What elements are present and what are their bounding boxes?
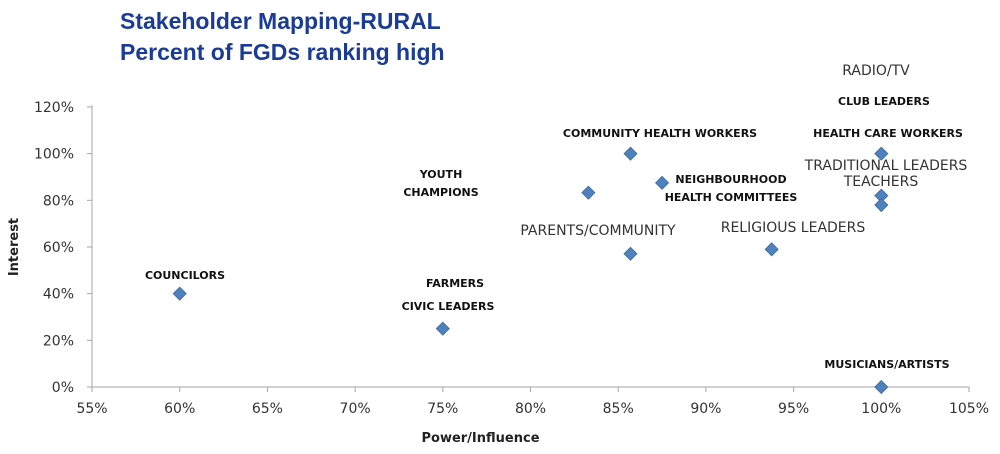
point-annotation: COMMUNITY HEALTH WORKERS	[563, 127, 757, 140]
chart-title: Stakeholder Mapping-RURAL	[120, 8, 441, 34]
y-tick-label: 100%	[34, 147, 74, 163]
x-tick-label: 105%	[949, 401, 989, 417]
x-tick-label: 70%	[340, 401, 371, 417]
y-tick-label: 20%	[43, 333, 74, 349]
x-tick-label: 90%	[690, 401, 721, 417]
y-tick-label: 80%	[43, 193, 74, 209]
x-tick-label: 85%	[603, 401, 634, 417]
y-tick-label: 0%	[52, 380, 74, 396]
point-annotation: HEALTH CARE WORKERS	[813, 127, 963, 140]
x-tick-label: 60%	[164, 401, 195, 417]
x-tick-label: 75%	[427, 401, 458, 417]
point-annotation: CHAMPIONS	[403, 186, 478, 199]
data-point	[874, 379, 889, 395]
x-tick-label: 80%	[515, 401, 546, 417]
point-annotation: COUNCILORS	[145, 269, 225, 282]
point-annotation: TRADITIONAL LEADERS	[804, 158, 968, 174]
chart-subtitle: Percent of FGDs ranking high	[120, 39, 445, 65]
y-tick-label: 120%	[34, 100, 74, 116]
point-annotation: RELIGIOUS LEADERS	[721, 220, 866, 236]
y-axis-title: Interest	[7, 218, 22, 276]
point-annotation: YOUTH	[419, 168, 463, 181]
x-tick-label: 65%	[252, 401, 283, 417]
data-point	[654, 175, 670, 190]
x-tick-label: 95%	[778, 401, 809, 417]
y-tick-label: 60%	[43, 240, 74, 256]
data-point	[764, 242, 779, 257]
point-annotation: RADIO/TV	[842, 63, 910, 79]
point-annotation: PARENTS/COMMUNITY	[520, 223, 676, 239]
data-point	[435, 321, 450, 336]
point-annotation: HEALTH COMMITTEES	[665, 191, 798, 204]
y-tick-label: 40%	[43, 287, 74, 303]
x-tick-label: 55%	[76, 401, 107, 417]
point-annotation: NEIGHBOURHOOD	[675, 173, 786, 186]
data-point	[581, 185, 596, 200]
point-annotation: TEACHERS	[843, 174, 919, 190]
point-annotation: FARMERS	[426, 277, 484, 290]
x-tick-label: 100%	[861, 401, 901, 417]
point-annotation: MUSICIANS/ARTISTS	[824, 358, 949, 371]
data-point	[172, 286, 187, 301]
data-point	[874, 197, 889, 213]
data-point	[623, 146, 638, 161]
data-point	[623, 246, 638, 261]
point-annotation: CLUB LEADERS	[838, 95, 930, 108]
x-axis-title: Power/Influence	[421, 431, 539, 446]
point-annotation: CIVIC LEADERS	[402, 300, 495, 313]
data-point	[874, 146, 889, 161]
